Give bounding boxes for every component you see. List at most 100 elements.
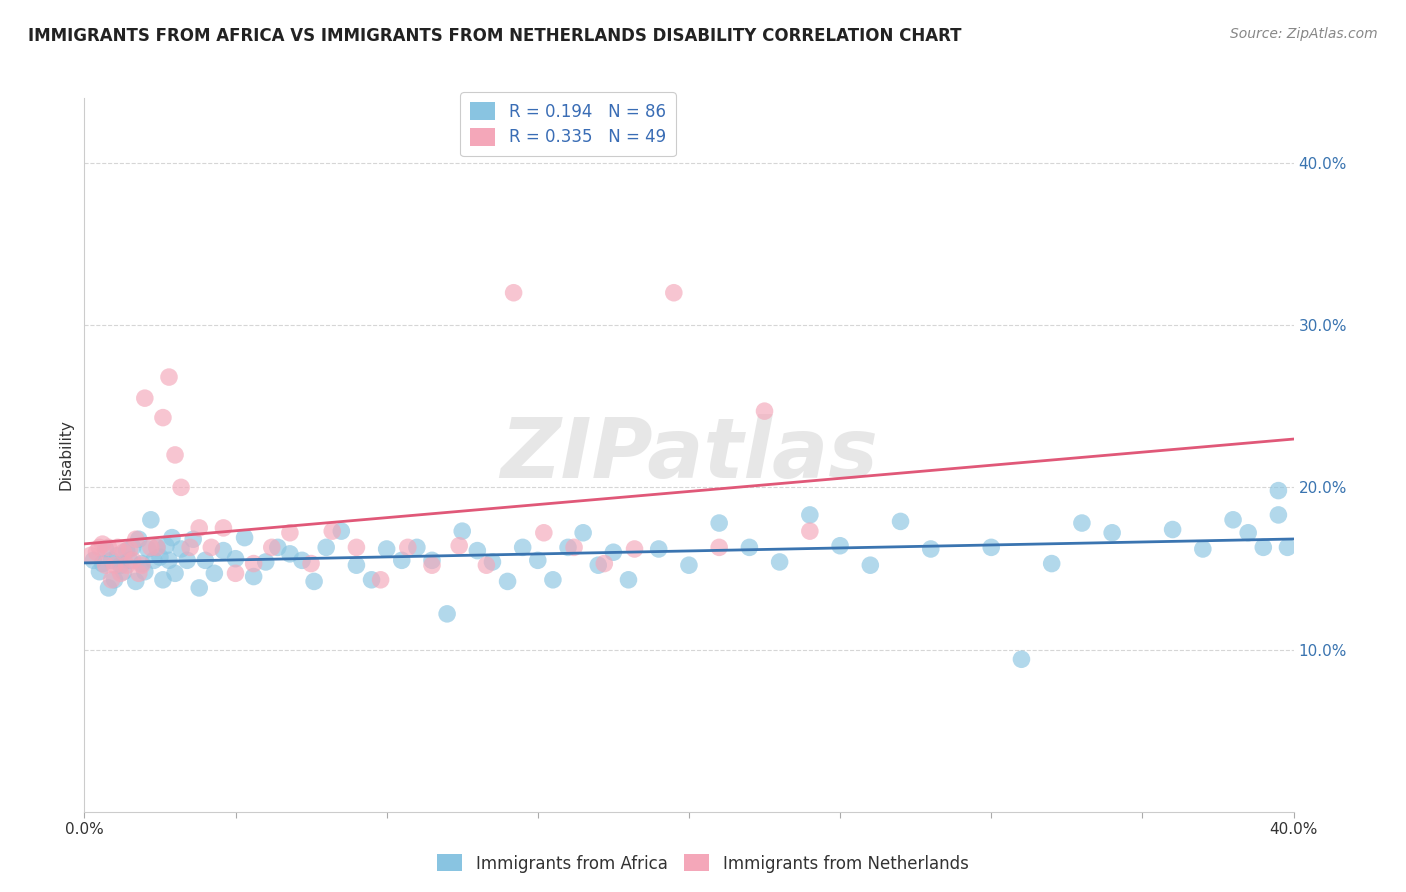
Point: [512, 541, 534, 555]
Legend: Immigrants from Africa, Immigrants from Netherlands: Immigrants from Africa, Immigrants from …: [430, 847, 976, 880]
Point: [139, 541, 162, 555]
Point: [617, 573, 640, 587]
Point: [152, 410, 174, 425]
Point: [1267, 483, 1289, 498]
Point: [110, 558, 132, 573]
Point: [533, 525, 555, 540]
Point: [242, 557, 264, 571]
Point: [830, 539, 852, 553]
Point: [1011, 652, 1033, 666]
Point: [467, 543, 489, 558]
Legend: R = 0.194   N = 86, R = 0.335   N = 49: R = 0.194 N = 86, R = 0.335 N = 49: [460, 92, 676, 156]
Point: [572, 525, 595, 540]
Point: [146, 541, 169, 555]
Point: [160, 531, 183, 545]
Point: [588, 558, 610, 573]
Point: [678, 558, 700, 573]
Point: [94, 541, 117, 556]
Point: [225, 566, 247, 581]
Point: [125, 533, 148, 547]
Point: [233, 531, 256, 545]
Point: [104, 573, 127, 587]
Point: [181, 533, 204, 547]
Point: [662, 285, 685, 300]
Point: [157, 553, 180, 567]
Point: [89, 565, 111, 579]
Point: [1040, 557, 1063, 571]
Point: [165, 448, 187, 462]
Point: [436, 607, 458, 621]
Point: [267, 541, 290, 555]
Point: [118, 553, 141, 567]
Point: [738, 541, 761, 555]
Point: [118, 541, 141, 556]
Point: [396, 541, 419, 555]
Point: [890, 515, 912, 529]
Point: [128, 533, 150, 547]
Text: IMMIGRANTS FROM AFRICA VS IMMIGRANTS FROM NETHERLANDS DISABILITY CORRELATION CHA: IMMIGRANTS FROM AFRICA VS IMMIGRANTS FRO…: [28, 27, 962, 45]
Point: [170, 541, 193, 556]
Text: Source: ZipAtlas.com: Source: ZipAtlas.com: [1230, 27, 1378, 41]
Point: [302, 574, 325, 589]
Point: [110, 566, 132, 581]
Point: [121, 553, 143, 567]
Point: [179, 541, 201, 555]
Point: [1192, 541, 1215, 556]
Point: [557, 541, 579, 555]
Point: [100, 573, 122, 587]
Point: [165, 566, 187, 581]
Point: [194, 553, 217, 567]
Point: [200, 541, 222, 555]
Point: [202, 566, 225, 581]
Point: [315, 541, 337, 555]
Point: [709, 516, 731, 530]
Point: [115, 543, 138, 558]
Point: [321, 524, 343, 538]
Point: [136, 541, 159, 556]
Point: [1161, 523, 1184, 537]
Point: [100, 553, 122, 567]
Point: [754, 404, 776, 418]
Point: [112, 565, 135, 579]
Point: [254, 555, 277, 569]
Point: [131, 558, 153, 573]
Point: [360, 573, 382, 587]
Point: [1237, 525, 1260, 540]
Point: [562, 541, 585, 555]
Point: [278, 547, 301, 561]
Point: [420, 558, 443, 573]
Point: [94, 558, 117, 573]
Point: [107, 541, 129, 555]
Point: [980, 541, 1002, 555]
Point: [593, 557, 616, 571]
Point: [125, 574, 148, 589]
Point: [346, 541, 368, 555]
Point: [139, 513, 162, 527]
Point: [920, 541, 942, 556]
Point: [115, 558, 138, 573]
Point: [260, 541, 283, 555]
Point: [121, 541, 143, 555]
Point: [155, 539, 177, 553]
Point: [188, 581, 211, 595]
Point: [146, 541, 169, 555]
Point: [128, 566, 150, 581]
Point: [391, 553, 413, 567]
Point: [142, 553, 165, 567]
Point: [623, 541, 645, 556]
Point: [176, 553, 198, 567]
Point: [91, 557, 114, 571]
Point: [91, 537, 114, 551]
Point: [1071, 516, 1094, 530]
Point: [170, 480, 193, 494]
Point: [1101, 525, 1123, 540]
Point: [86, 545, 108, 559]
Point: [107, 549, 129, 563]
Point: [212, 521, 235, 535]
Point: [859, 558, 882, 573]
Point: [375, 541, 398, 556]
Point: [1267, 508, 1289, 522]
Point: [541, 573, 564, 587]
Point: [104, 558, 127, 573]
Point: [1253, 541, 1275, 555]
